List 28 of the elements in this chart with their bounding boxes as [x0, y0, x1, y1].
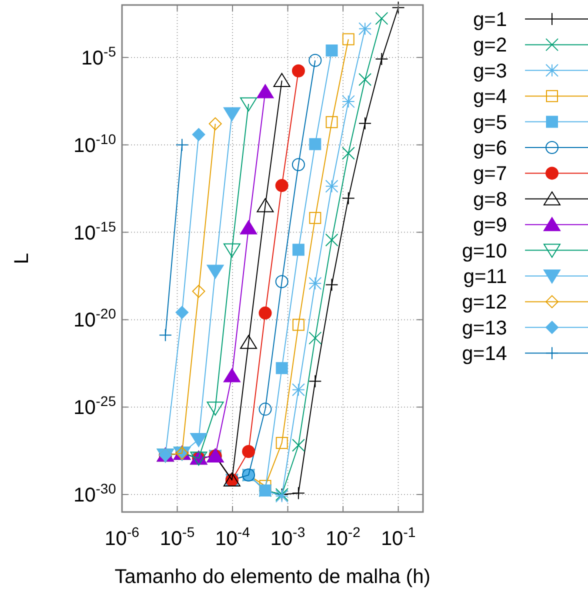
x-tick-label: 10$^{-1}$: [380, 524, 416, 550]
legend-label: g=14: [462, 343, 507, 366]
x-tick-label: 10$^{-6}$: [104, 524, 140, 550]
legend-label: g=8: [473, 188, 507, 211]
y-tick-label: 10$^{-15}$: [74, 218, 116, 244]
legend-label: g=2: [473, 34, 507, 57]
y-tick-label: 10$^{-25}$: [74, 393, 116, 420]
y-tick-label: 10$^{-10}$: [74, 130, 116, 157]
x-tick-label: 10$^{-4}$: [215, 524, 250, 550]
legend-label: g=3: [473, 60, 507, 82]
x-tick-label: 10$^{-3}$: [270, 524, 306, 550]
x-tick-label: 10$^{-5}$: [160, 524, 195, 550]
y-tick-label: 10$^{-5}$: [81, 43, 116, 70]
legend-label: g=1: [473, 9, 507, 31]
legend-label: g=5: [473, 112, 507, 134]
legend-label: g=6: [473, 138, 507, 160]
x-axis-title: Tamanho do elemento de malha (h): [114, 566, 430, 588]
legend-label: g=4: [473, 86, 507, 108]
legend-label: g=12: [462, 292, 507, 314]
legend-label: g=9: [473, 214, 507, 237]
legend-label: g=10: [462, 240, 507, 262]
y-tick-label: 10$^{-30}$: [74, 480, 116, 507]
legend-label: g=13: [462, 317, 507, 340]
legend-label: g=11: [463, 266, 507, 288]
y-axis-title: L: [11, 252, 33, 264]
y-tick-label: 10$^{-20}$: [74, 306, 116, 332]
x-tick-label: 10$^{-2}$: [326, 524, 361, 550]
legend-label: g=7: [473, 163, 507, 186]
